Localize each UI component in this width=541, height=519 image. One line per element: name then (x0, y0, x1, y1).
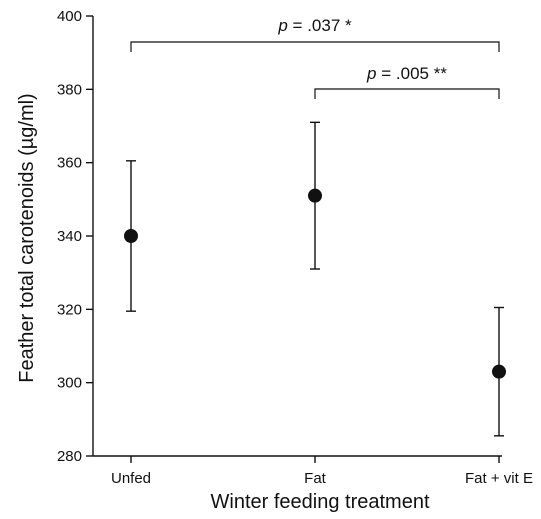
data-point (308, 188, 322, 203)
significance-bracket (314, 88, 500, 99)
y-tick-label: 300 (57, 375, 82, 392)
y-tick-label: 340 (57, 228, 82, 245)
data-point (124, 229, 138, 243)
y-tick-label: 280 (57, 448, 82, 465)
significance-label: p = .005 ** (366, 64, 447, 83)
y-tick-label: 360 (57, 155, 82, 172)
significance-label: p = .037 * (277, 16, 352, 35)
x-axis-title: Winter feeding treatment (211, 491, 430, 513)
data-marks (124, 121, 506, 437)
axes: 280 300 320 340 360 380 400 Unfed Fat Fat + vit E (57, 8, 533, 487)
y-tick-label: 320 (57, 301, 82, 318)
x-tick-label: Fat + vit E (465, 470, 533, 487)
data-point (492, 364, 506, 379)
y-tick-label: 380 (57, 81, 82, 98)
significance-bracket (130, 41, 500, 52)
x-tick-label: Fat (304, 470, 327, 487)
y-tick-label: 400 (57, 8, 82, 25)
x-tick-label: Unfed (111, 470, 151, 487)
significance-brackets: p = .037 * p = .005 ** (130, 16, 500, 99)
y-axis-title: Feather total carotenoids (µg/ml) (16, 93, 38, 382)
